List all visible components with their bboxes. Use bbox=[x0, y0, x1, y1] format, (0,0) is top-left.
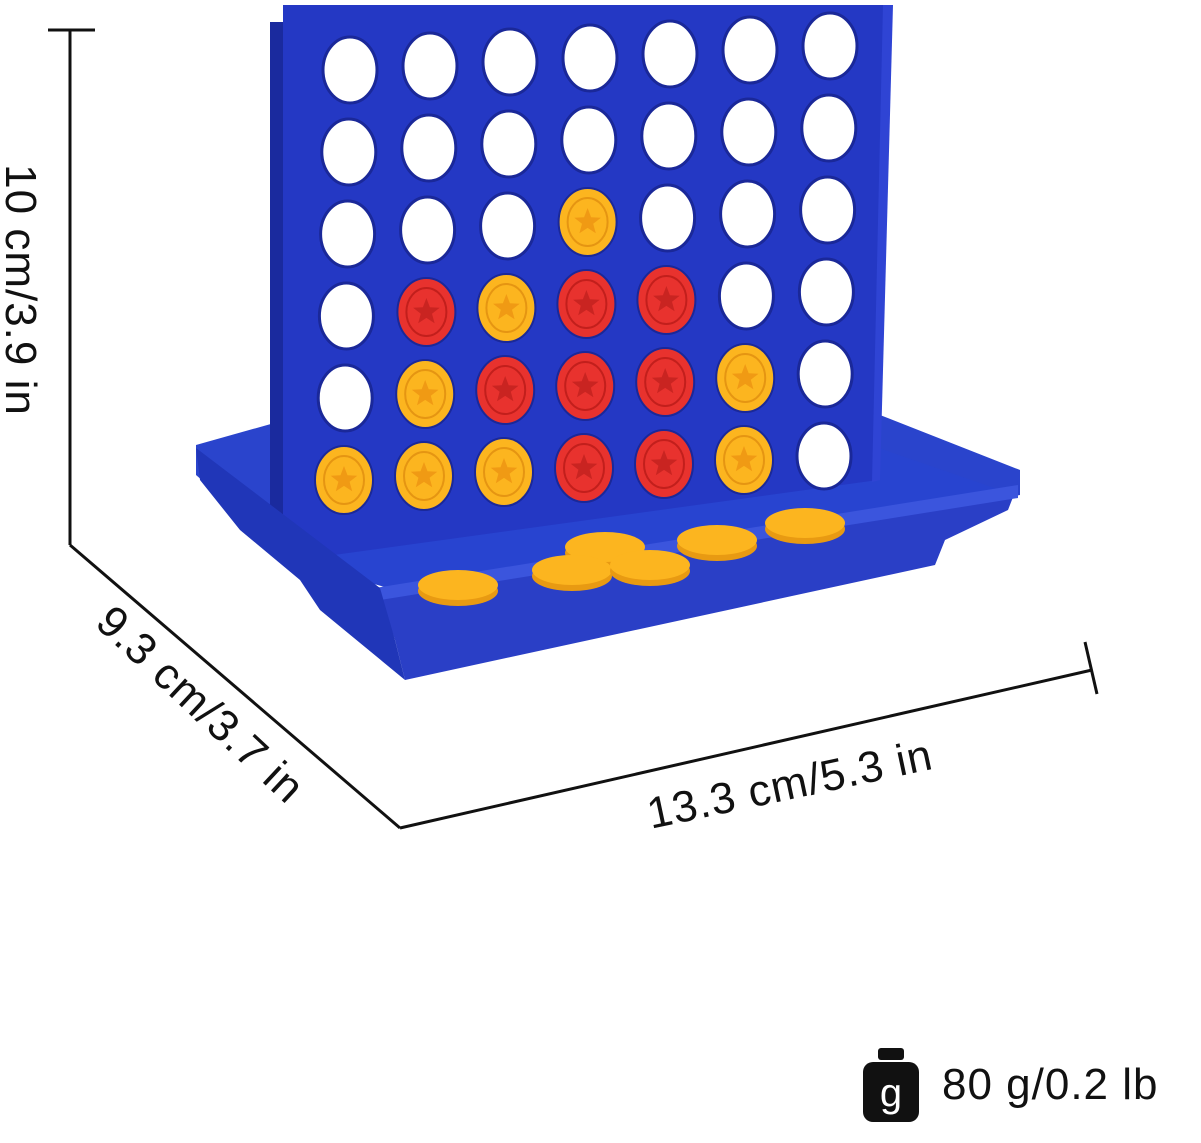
disc-red bbox=[475, 355, 536, 425]
disc-yellow bbox=[314, 445, 374, 515]
depth-line bbox=[69, 543, 401, 830]
board-hole bbox=[640, 101, 698, 171]
board-hole bbox=[400, 113, 458, 183]
board-hole bbox=[560, 105, 618, 175]
board-hole bbox=[717, 261, 775, 331]
weight-label: 80 g/0.2 lb bbox=[942, 1060, 1159, 1109]
board-hole bbox=[799, 175, 857, 245]
disc-red bbox=[554, 433, 614, 503]
board-hole bbox=[721, 15, 779, 85]
board-hole bbox=[720, 97, 778, 167]
loose-disc-yellow bbox=[532, 555, 612, 591]
weight-info: g 80 g/0.2 lb bbox=[860, 1045, 1159, 1125]
disc-red bbox=[556, 269, 617, 339]
disc-red bbox=[396, 277, 457, 347]
disc-yellow bbox=[395, 359, 456, 429]
board-hole bbox=[639, 183, 697, 253]
tray-left-face bbox=[196, 448, 405, 680]
board-hole bbox=[719, 179, 777, 249]
loose-disc-yellow bbox=[765, 508, 845, 544]
board-hole bbox=[399, 195, 457, 265]
board-hole bbox=[800, 93, 858, 163]
width-line bbox=[399, 668, 1093, 830]
board-hole bbox=[320, 117, 378, 187]
loose-disc-yellow bbox=[418, 570, 498, 606]
disc-yellow bbox=[715, 343, 776, 413]
tray-front bbox=[196, 448, 1018, 680]
board-hole bbox=[796, 339, 854, 409]
board-holes bbox=[314, 11, 859, 515]
dimension-lines bbox=[48, 28, 1099, 830]
board-hole bbox=[401, 31, 459, 101]
disc-yellow bbox=[476, 273, 537, 343]
board-right-edge bbox=[872, 5, 893, 482]
height-label: 10 cm/3.9 in bbox=[0, 164, 45, 416]
disc-yellow bbox=[557, 187, 618, 257]
width-end-tick bbox=[1083, 641, 1099, 695]
disc-red bbox=[634, 429, 694, 499]
board-hole bbox=[480, 109, 538, 179]
loose-disc-yellow bbox=[610, 550, 690, 586]
board-hole bbox=[317, 281, 375, 351]
board-hole bbox=[801, 11, 859, 81]
board-hole bbox=[797, 257, 855, 327]
disc-yellow bbox=[714, 425, 774, 495]
board-hole bbox=[319, 199, 377, 269]
board-hole bbox=[316, 363, 374, 433]
board-hole bbox=[641, 19, 699, 89]
board-hole bbox=[481, 27, 539, 97]
loose-discs bbox=[418, 508, 845, 606]
disc-red bbox=[555, 351, 616, 421]
board-hole bbox=[479, 191, 537, 261]
disc-yellow bbox=[474, 437, 534, 507]
disc-red bbox=[635, 347, 696, 417]
board-hole bbox=[321, 35, 379, 105]
weight-icon-letter: g bbox=[880, 1071, 902, 1115]
loose-disc-yellow bbox=[677, 525, 757, 561]
disc-red bbox=[636, 265, 697, 335]
board-hole bbox=[795, 421, 853, 491]
disc-yellow bbox=[394, 441, 454, 511]
tray-front-face bbox=[380, 492, 1015, 680]
weight-icon: g bbox=[863, 1048, 919, 1122]
board-frame bbox=[270, 5, 893, 562]
board-side bbox=[270, 22, 285, 560]
board-hole bbox=[561, 23, 619, 93]
